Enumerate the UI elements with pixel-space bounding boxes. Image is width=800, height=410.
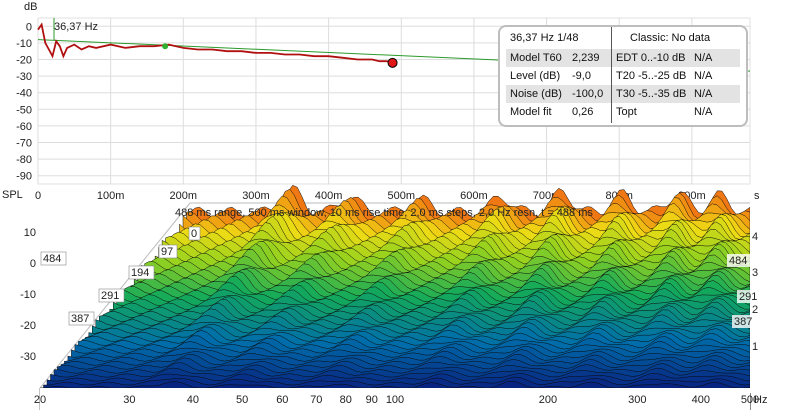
table-header-right: Classic: No data xyxy=(630,32,711,44)
waterfall-x-tick: 300 xyxy=(628,394,646,406)
x-axis-label: s xyxy=(754,190,760,202)
time-label-box xyxy=(188,226,201,241)
waterfall-y-tick: -10 xyxy=(20,289,36,301)
time-label-box xyxy=(727,254,752,267)
x-tick-label: 600m xyxy=(460,190,488,202)
x-tick-label: 500m xyxy=(387,190,415,202)
waterfall-x-axis-label: Hz xyxy=(754,394,767,406)
waterfall-x-tick: 20 xyxy=(34,394,46,406)
time-label-box xyxy=(40,251,67,266)
waterfall-title: 488 ms range, 500 ms window, 10 ms rise … xyxy=(175,207,593,219)
waterfall-x-tick: 60 xyxy=(276,394,288,406)
fit-start-marker xyxy=(162,43,169,50)
waterfall-time-label-right: 484 xyxy=(729,255,747,267)
x-tick-label: 0 xyxy=(35,190,41,202)
waterfall-y-axis-label: SPL xyxy=(2,189,23,201)
table-cell-key: Topt xyxy=(616,106,637,118)
table-cell-key: T20 -5..-25 dB xyxy=(616,70,687,82)
y-tick-label: -10 xyxy=(16,38,32,50)
waterfall-x-tick: 40 xyxy=(187,394,199,406)
waterfall-time-label: 484 xyxy=(43,253,61,265)
waterfall-y-tick: -30 xyxy=(20,351,36,363)
table-cell-value: N/A xyxy=(694,70,713,82)
waterfall-x-tick: 80 xyxy=(340,394,352,406)
waterfall-chart-labels: 488 ms range, 500 ms window, 10 ms rise … xyxy=(2,189,767,406)
table-row: Model fit 0,26 Topt N/A xyxy=(506,103,740,121)
y-axis-label: dB xyxy=(24,1,37,13)
y-tick-label: -40 xyxy=(16,88,32,100)
table-row: Level (dB) -9,0 T20 -5..-25 dB N/A xyxy=(506,67,740,85)
table-cell-value: 0,26 xyxy=(572,106,594,118)
waterfall-x-tick: 500 xyxy=(741,394,759,406)
y-tick-label: -70 xyxy=(16,138,32,150)
table-cell-key: EDT 0..-10 dB xyxy=(616,52,686,64)
y-tick-label: -80 xyxy=(16,154,32,166)
waterfall-right-tick: 1 xyxy=(752,341,758,353)
waterfall-right-tick: 4 xyxy=(752,231,758,243)
table-divider xyxy=(611,27,612,123)
table-cell-key: Model T60 xyxy=(510,52,562,64)
x-tick-label: 300m xyxy=(242,190,270,202)
table-cell-value: N/A xyxy=(694,88,713,100)
y-tick-label: -20 xyxy=(16,55,32,67)
table-cell-key: Noise (dB) xyxy=(510,88,562,100)
time-label-box xyxy=(158,244,178,259)
table-cell-value: -9,0 xyxy=(572,70,591,82)
y-tick-label: 0 xyxy=(26,21,32,33)
waterfall-x-tick: 200 xyxy=(539,394,557,406)
waterfall-time-label-right: 291 xyxy=(739,291,757,303)
waterfall-y-tick: -20 xyxy=(20,320,36,332)
decay-chart-labels: 0-10-20-30-40-50-60-70-80-900 100m 200m 300… xyxy=(16,1,760,202)
table-header-row: 36,37 Hz 1/48 Classic: No data xyxy=(506,29,740,47)
decay-curve xyxy=(37,22,395,64)
x-tick-label: 400m xyxy=(315,190,343,202)
waterfall-x-tick: 30 xyxy=(123,394,135,406)
waterfall-time-label: 0 xyxy=(191,228,197,240)
waterfall-x-tick: 100 xyxy=(386,394,404,406)
table-header-left: 36,37 Hz 1/48 xyxy=(510,32,579,44)
time-label-box xyxy=(732,315,757,328)
decay-info-table: 36,37 Hz 1/48 Classic: No data Model T60… xyxy=(498,25,748,127)
y-tick-label: -30 xyxy=(16,71,32,83)
table-cell-value: -100,0 xyxy=(572,88,604,100)
waterfall-y-tick: 0 xyxy=(30,258,36,270)
waterfall-time-label-right: 387 xyxy=(734,316,752,328)
waterfall-x-tick: 50 xyxy=(236,394,248,406)
time-label-box xyxy=(68,311,95,326)
waterfall-x-tick: 90 xyxy=(366,394,378,406)
time-label-box xyxy=(98,288,125,303)
waterfall-bottom-mask xyxy=(40,388,750,410)
waterfall-time-label: 97 xyxy=(161,246,173,258)
fit-end-marker xyxy=(387,57,398,68)
waterfall-time-label: 291 xyxy=(101,290,119,302)
table-cell-key: Model fit xyxy=(510,106,552,118)
table-cell-value: N/A xyxy=(694,106,713,118)
waterfall-x-tick: 400 xyxy=(692,394,710,406)
waterfall-time-label: 387 xyxy=(71,313,89,325)
time-label-box xyxy=(737,290,762,303)
waterfall-time-label: 194 xyxy=(131,267,149,279)
y-tick-label: -50 xyxy=(16,104,32,116)
waterfall-y-tick: 10 xyxy=(24,227,36,239)
y-tick-label: -90 xyxy=(16,171,32,183)
time-label-box xyxy=(128,265,155,280)
table-cell-key: Level (dB) xyxy=(510,70,561,82)
waterfall-right-tick: 2 xyxy=(752,304,758,316)
waterfall-x-tick: 70 xyxy=(310,394,322,406)
table-cell-value: N/A xyxy=(694,52,713,64)
cursor-frequency-label: 36,37 Hz xyxy=(54,21,98,33)
x-tick-label: 100m xyxy=(97,190,125,202)
y-tick-label: -60 xyxy=(16,121,32,133)
waterfall-chart xyxy=(39,184,800,410)
table-cell-value: 2,239 xyxy=(572,52,600,64)
table-row: Model T60 2,239 EDT 0..-10 dB N/A xyxy=(506,49,740,67)
waterfall-right-tick: 3 xyxy=(752,267,758,279)
table-cell-key: T30 -5..-35 dB xyxy=(616,88,687,100)
table-row: Noise (dB) -100,0 T30 -5..-35 dB N/A xyxy=(506,85,740,103)
x-tick-label: 200m xyxy=(170,190,198,202)
